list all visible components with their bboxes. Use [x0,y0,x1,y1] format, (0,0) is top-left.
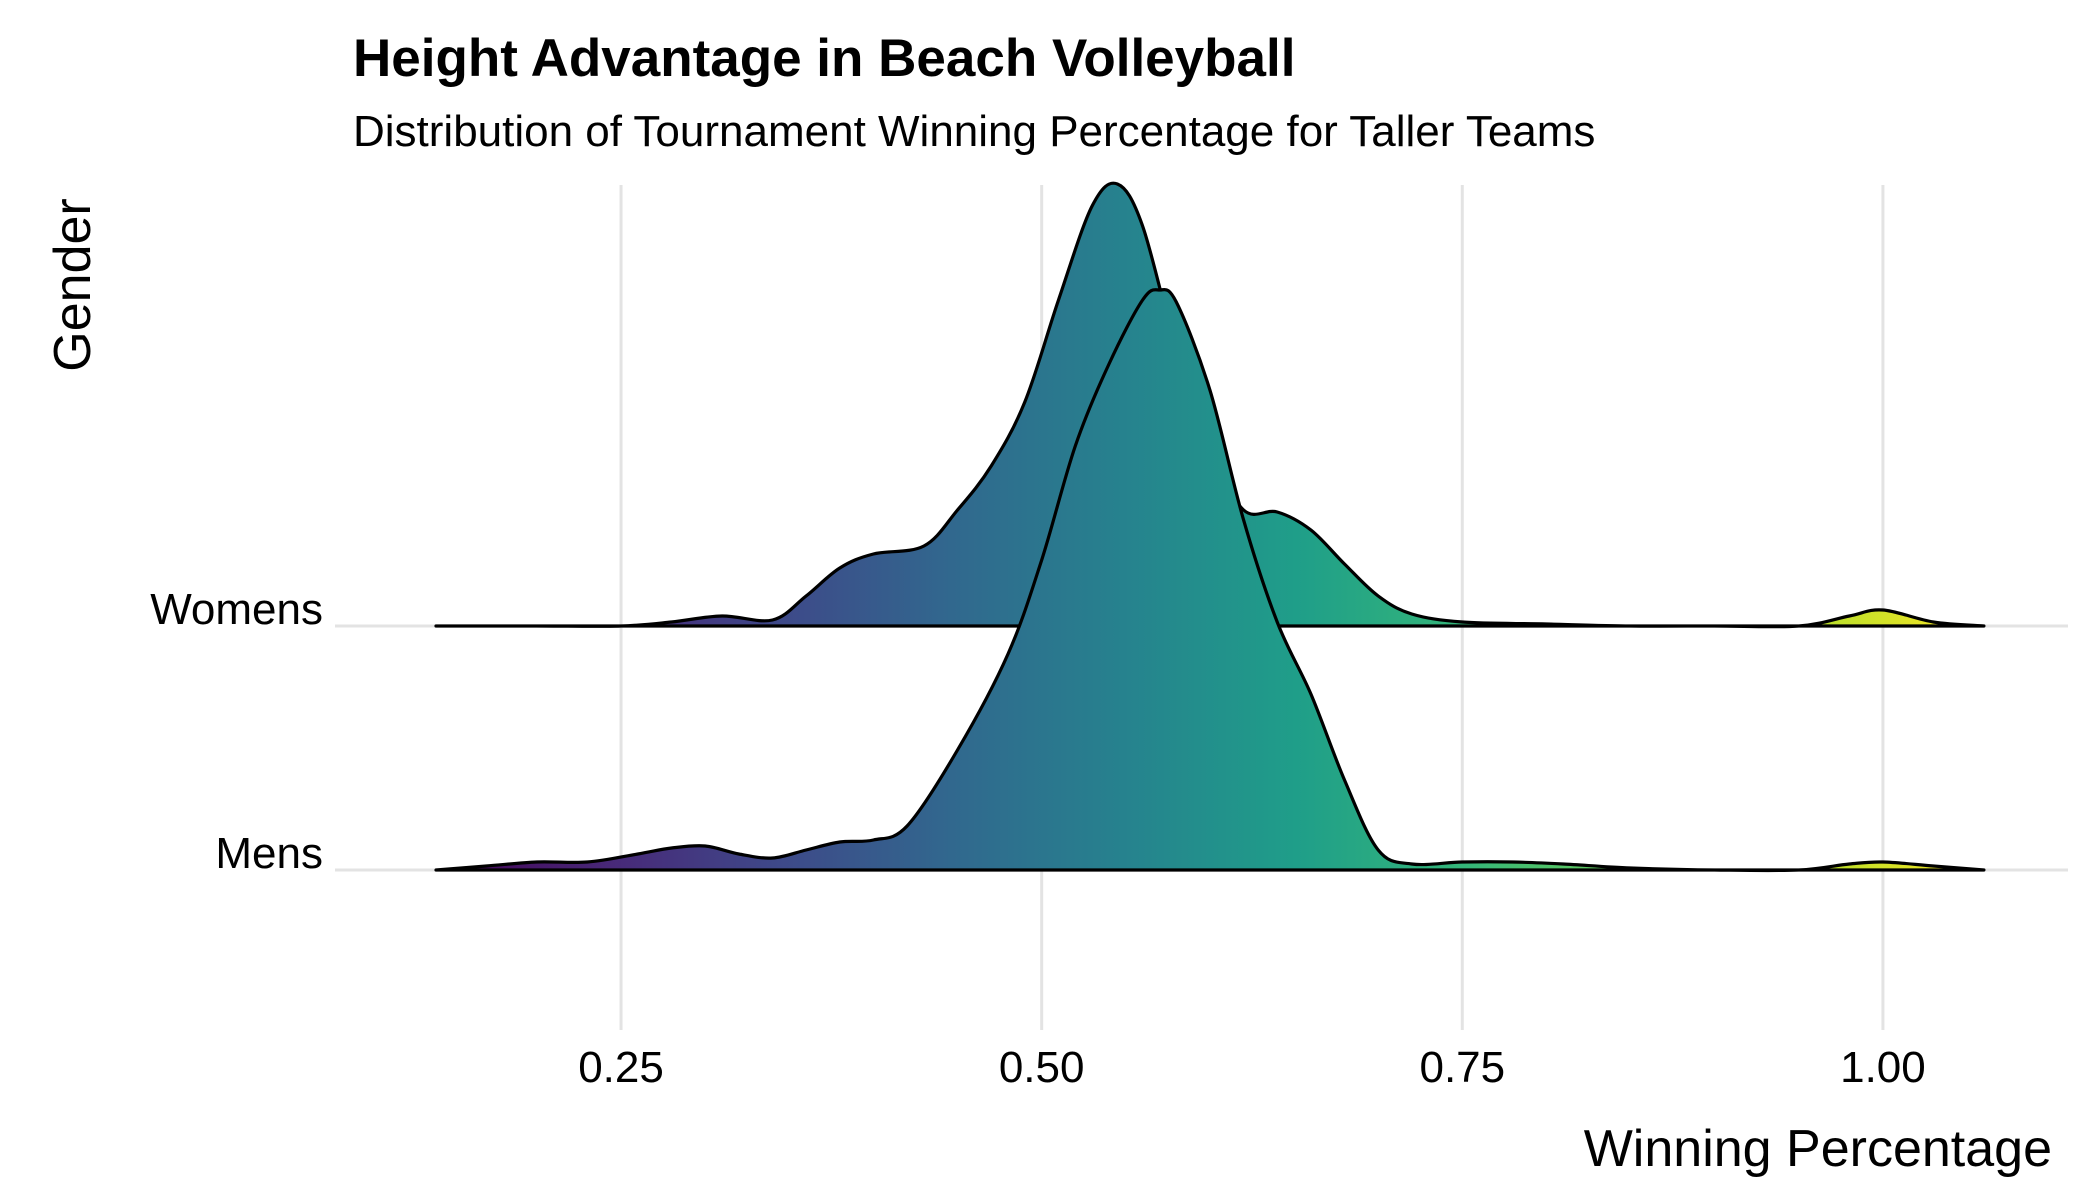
x-axis-title: Winning Percentage [1584,1120,2052,1178]
y-axis-title: Gender [44,198,102,371]
x-tick-label: 0.25 [578,1043,664,1092]
ridge-area-mens [436,289,1984,871]
x-tick-label: 0.75 [1419,1043,1505,1092]
x-tick-label: 1.00 [1840,1043,1926,1092]
category-label-womens: Womens [150,585,323,634]
y-axis-categories: Womens Mens [150,585,323,878]
x-axis-ticks: 0.25 0.50 0.75 1.00 [578,1043,1926,1092]
ridge-outline-mens [434,287,1986,873]
chart-subtitle: Distribution of Tournament Winning Perce… [353,107,1596,156]
ridges [434,181,1986,873]
chart-title: Height Advantage in Beach Volleyball [353,29,1296,88]
x-tick-label: 0.50 [999,1043,1085,1092]
category-label-mens: Mens [215,829,323,878]
